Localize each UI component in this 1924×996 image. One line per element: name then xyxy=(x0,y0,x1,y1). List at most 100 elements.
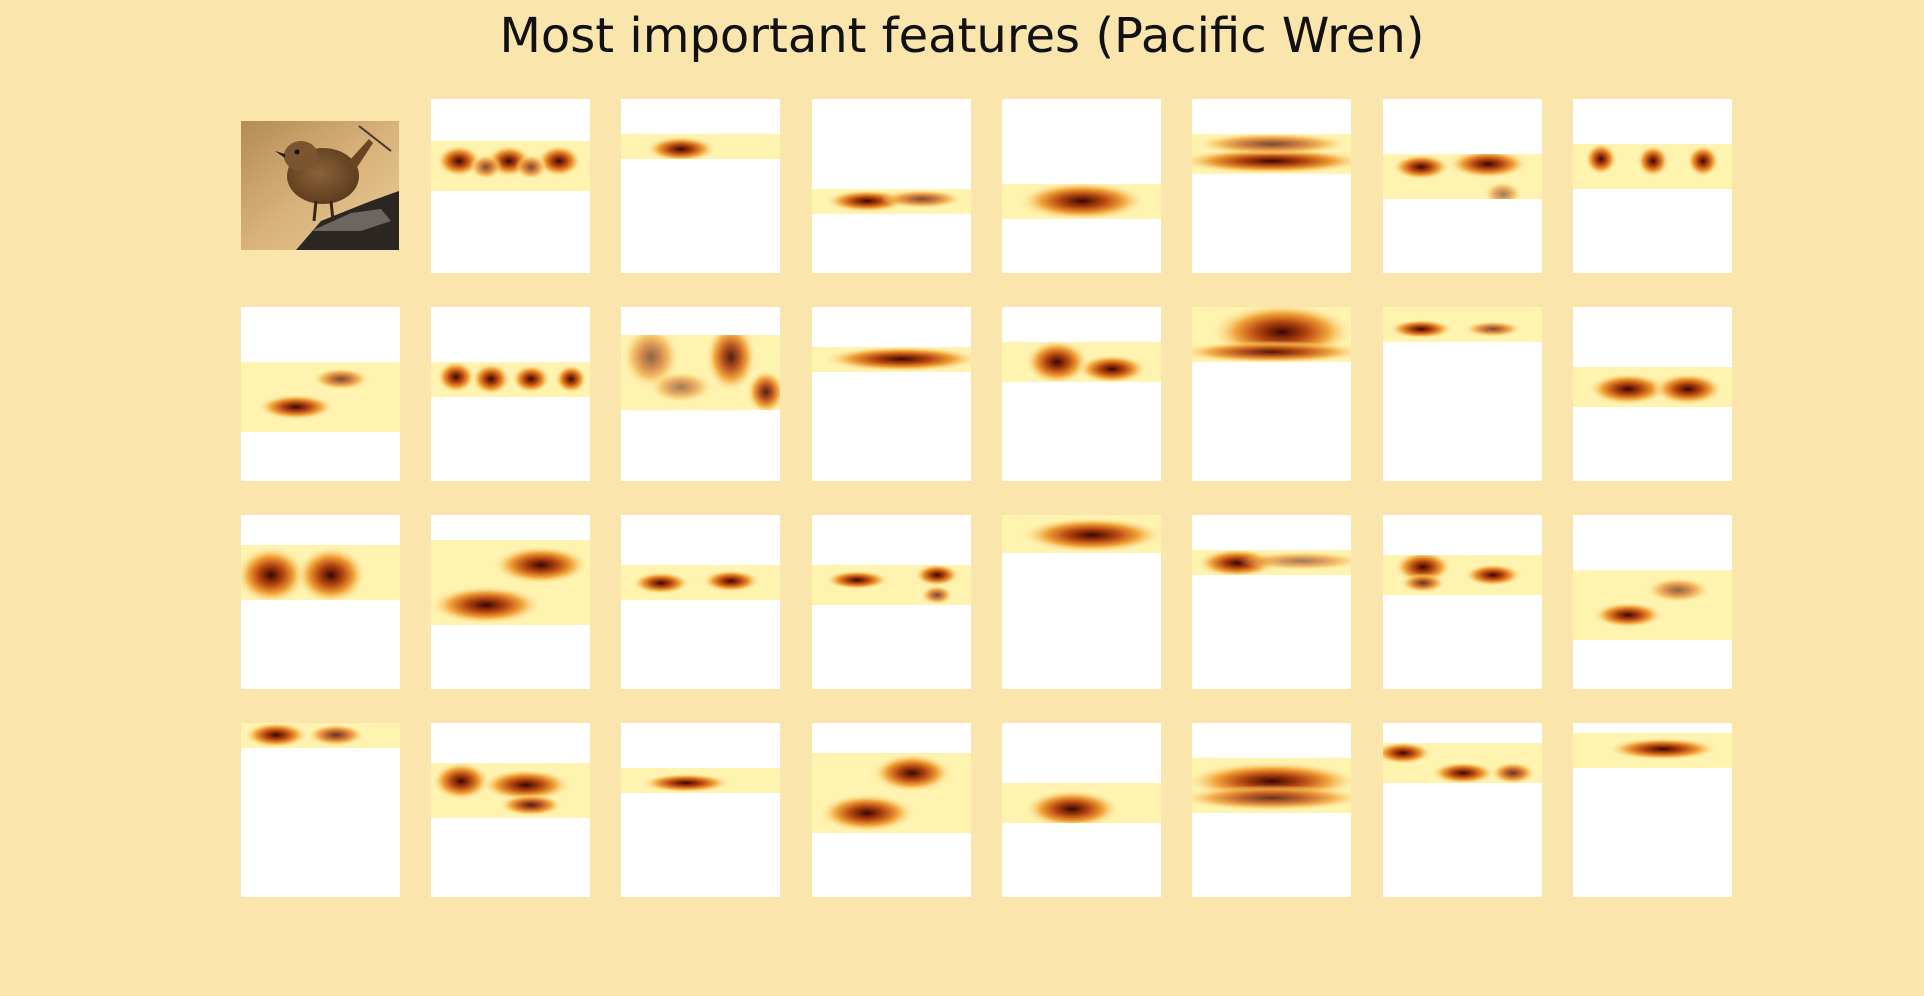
feature-map-r2c5 xyxy=(1002,307,1161,481)
activation-blob xyxy=(1607,737,1719,761)
saliency-heatmap xyxy=(431,540,590,625)
activation-blob xyxy=(746,369,780,410)
activation-blob xyxy=(257,394,335,420)
feature-map-r3c6 xyxy=(1192,515,1351,689)
saliency-heatmap xyxy=(431,141,590,191)
activation-blob xyxy=(1483,181,1523,199)
feature-map-r1c4 xyxy=(812,99,971,273)
feature-map-r4c2 xyxy=(431,723,590,897)
activation-blob xyxy=(1448,154,1528,179)
activation-blob xyxy=(1431,761,1495,783)
saliency-heatmap xyxy=(241,723,400,748)
saliency-heatmap xyxy=(1383,154,1542,199)
feature-map-r1c7 xyxy=(1383,99,1542,273)
activation-blob xyxy=(1383,743,1432,765)
feature-map-r4c6 xyxy=(1192,723,1351,897)
feature-map-r4c4 xyxy=(812,723,971,897)
saliency-heatmap xyxy=(812,347,971,372)
feature-map-r1c3 xyxy=(621,99,780,273)
activation-blob xyxy=(471,363,511,395)
saliency-heatmap xyxy=(812,189,971,214)
activation-blob xyxy=(432,763,490,801)
activation-blob xyxy=(880,189,964,209)
saliency-heatmap xyxy=(1002,783,1161,823)
saliency-heatmap xyxy=(1192,307,1351,362)
saliency-heatmap xyxy=(1002,515,1161,553)
feature-map-r2c8 xyxy=(1573,307,1732,481)
saliency-heatmap xyxy=(812,753,971,833)
activation-blob xyxy=(241,546,307,600)
feature-map-r2c3 xyxy=(621,307,780,481)
activation-blob xyxy=(1192,148,1351,174)
saliency-heatmap xyxy=(431,362,590,397)
saliency-heatmap xyxy=(241,545,400,600)
activation-blob xyxy=(481,769,571,801)
activation-blob xyxy=(1018,184,1146,219)
feature-map-r3c7 xyxy=(1383,515,1542,689)
activation-blob xyxy=(819,793,915,833)
activation-blob xyxy=(1025,342,1089,382)
activation-blob xyxy=(825,570,889,590)
saliency-heatmap xyxy=(1192,134,1351,174)
activation-blob xyxy=(1687,145,1719,177)
activation-blob xyxy=(1192,340,1351,362)
activation-blob xyxy=(705,335,757,393)
activation-blob xyxy=(1192,785,1351,811)
figure-title: Most important features (Pacific Wren) xyxy=(499,8,1425,64)
activation-blob xyxy=(1238,551,1351,571)
activation-blob xyxy=(244,723,308,748)
feature-map-r4c5 xyxy=(1002,723,1161,897)
activation-blob xyxy=(641,773,731,793)
feature-map-r4c8 xyxy=(1573,723,1732,897)
activation-blob xyxy=(307,723,365,747)
feature-map-r1c6 xyxy=(1192,99,1351,273)
activation-blob xyxy=(1192,134,1351,156)
feature-map-r3c1 xyxy=(241,515,400,689)
wren-photo-illustration xyxy=(241,121,399,250)
activation-blob xyxy=(1490,761,1536,783)
activation-blob xyxy=(555,364,587,394)
activation-blob xyxy=(436,362,476,393)
saliency-heatmap xyxy=(431,763,590,818)
feature-map-r3c2 xyxy=(431,515,590,689)
activation-blob xyxy=(632,571,690,595)
activation-blob xyxy=(511,364,551,394)
activation-blob xyxy=(702,569,760,593)
feature-map-r1c5 xyxy=(1002,99,1161,273)
saliency-heatmap xyxy=(241,362,400,432)
activation-blob xyxy=(1076,354,1148,382)
activation-blob xyxy=(536,145,582,177)
feature-map-r2c4 xyxy=(812,307,971,481)
saliency-heatmap xyxy=(1002,184,1161,219)
saliency-heatmap xyxy=(621,134,780,159)
feature-map-r3c5 xyxy=(1002,515,1161,689)
feature-map-r3c3 xyxy=(621,515,780,689)
activation-blob xyxy=(499,793,563,817)
activation-blob xyxy=(822,347,971,372)
input-bird-photo xyxy=(241,121,399,250)
activation-blob xyxy=(1024,789,1120,823)
feature-map-r3c8 xyxy=(1573,515,1732,689)
activation-blob xyxy=(1464,321,1522,337)
saliency-heatmap xyxy=(1002,342,1161,382)
saliency-heatmap xyxy=(1192,758,1351,813)
feature-map-r4c3 xyxy=(621,723,780,897)
activation-blob xyxy=(914,565,960,587)
saliency-heatmap xyxy=(1573,144,1732,189)
activation-blob xyxy=(1588,373,1668,405)
saliency-heatmap xyxy=(1192,550,1351,575)
feature-map-r4c1 xyxy=(241,723,400,897)
activation-blob xyxy=(493,545,589,585)
feature-map-r1c2 xyxy=(431,99,590,273)
saliency-heatmap xyxy=(812,565,971,605)
feature-map-r2c6 xyxy=(1192,307,1351,481)
activation-band xyxy=(1573,570,1732,640)
saliency-heatmap xyxy=(621,335,780,410)
feature-map-r2c2 xyxy=(431,307,590,481)
activation-blob xyxy=(872,753,952,793)
feature-map-r2c7 xyxy=(1383,307,1542,481)
activation-blob xyxy=(649,371,713,403)
activation-blob xyxy=(1400,573,1446,593)
activation-blob xyxy=(1392,154,1450,180)
saliency-heatmap xyxy=(1573,570,1732,640)
